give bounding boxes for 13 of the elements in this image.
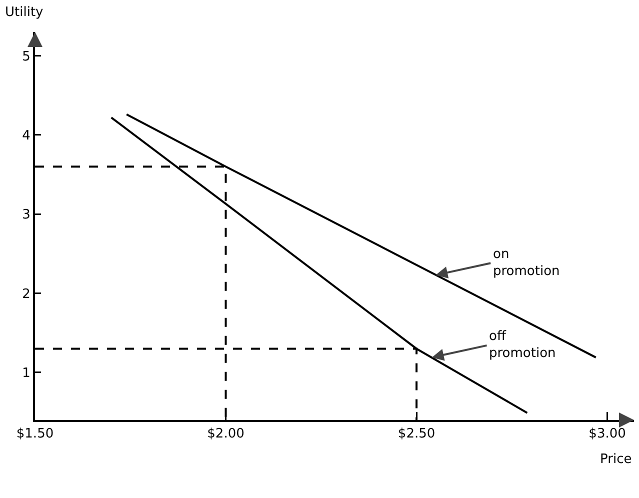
x-tick-label: $2.50 bbox=[398, 426, 436, 442]
y-axis-title: Utility bbox=[5, 5, 44, 20]
y-tick-label: 2 bbox=[22, 286, 30, 302]
annotation: off promotion bbox=[489, 329, 556, 361]
x-tick-label: $3.00 bbox=[588, 426, 626, 442]
y-tick-label: 1 bbox=[22, 366, 30, 382]
annotation: on promotion bbox=[493, 247, 560, 279]
x-tick-label: $1.50 bbox=[16, 426, 54, 442]
y-tick-label: 3 bbox=[22, 208, 30, 223]
x-tick-label: $2.00 bbox=[207, 426, 244, 442]
y-tick-label: 5 bbox=[22, 49, 30, 64]
x-axis-title: Price bbox=[600, 452, 632, 467]
y-tick-label: 4 bbox=[22, 128, 30, 144]
